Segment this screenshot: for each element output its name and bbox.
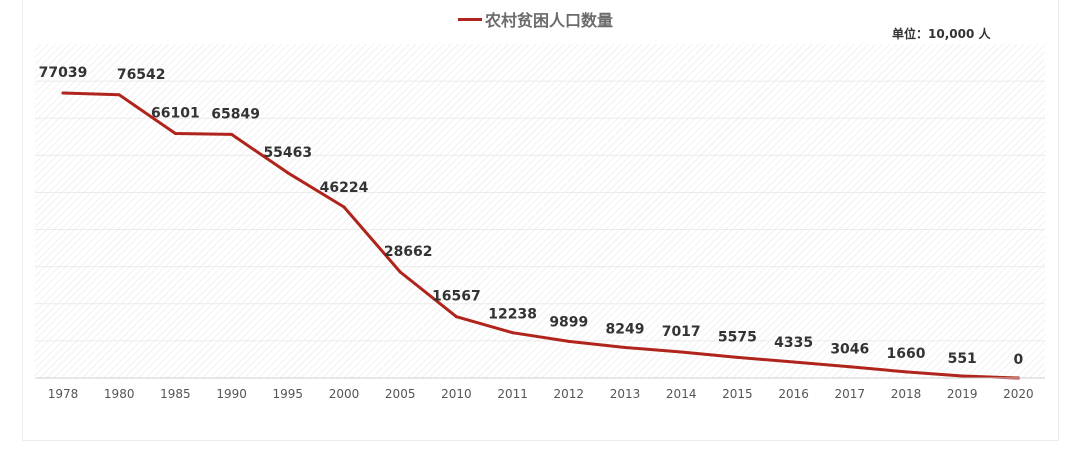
data-label: 55463 xyxy=(263,145,312,161)
data-point xyxy=(679,350,683,354)
data-point xyxy=(792,360,796,364)
x-tick-label: 2020 xyxy=(1003,387,1034,401)
data-label: 1660 xyxy=(887,346,926,362)
data-point xyxy=(61,91,65,95)
data-label: 16567 xyxy=(432,289,481,305)
data-label: 77039 xyxy=(39,65,88,81)
x-tick-label: 1995 xyxy=(273,387,304,401)
data-label: 0 xyxy=(1014,352,1024,368)
data-point xyxy=(960,374,964,378)
x-tick-label: 1980 xyxy=(104,387,135,401)
series-line xyxy=(61,91,1020,380)
data-label: 66101 xyxy=(151,105,200,121)
data-label: 9899 xyxy=(549,314,588,330)
x-tick-label: 1985 xyxy=(160,387,191,401)
x-tick-label: 1978 xyxy=(48,387,79,401)
x-tick-label: 2012 xyxy=(554,387,585,401)
legend-swatch xyxy=(458,17,482,21)
data-point xyxy=(230,132,234,136)
gridlines xyxy=(35,80,1045,342)
x-tick-label: 2016 xyxy=(778,387,809,401)
x-axis: 1978 1980 1985 1990 1995 2000 2005 2010 2011 2012… xyxy=(35,377,1045,401)
data-label: 28662 xyxy=(384,244,433,260)
data-point xyxy=(735,355,739,359)
x-tick-label: 2011 xyxy=(497,387,528,401)
series-line-group xyxy=(61,91,1020,380)
data-label: 65849 xyxy=(211,106,260,122)
data-label: 5575 xyxy=(718,329,757,345)
data-point xyxy=(848,365,852,369)
data-point xyxy=(567,339,571,343)
x-tick-label: 2017 xyxy=(835,387,866,401)
data-label: 4335 xyxy=(774,335,813,351)
data-point xyxy=(342,205,346,209)
x-tick-label: 2010 xyxy=(441,387,472,401)
data-point xyxy=(454,315,458,319)
data-label-group: 77039 76542 66101 65849 55463 46224 28662 16567… xyxy=(39,65,1024,368)
data-label: 3046 xyxy=(830,342,869,358)
legend-label: 农村贫困人口数量 xyxy=(485,11,614,30)
x-tick-label: 2005 xyxy=(385,387,416,401)
data-label: 46224 xyxy=(320,180,369,196)
data-point xyxy=(173,131,177,135)
data-point xyxy=(117,93,121,97)
x-tick-label: 1990 xyxy=(216,387,247,401)
x-tick-label: 2015 xyxy=(722,387,753,401)
data-label: 8249 xyxy=(606,321,645,337)
data-point xyxy=(286,171,290,175)
data-point xyxy=(511,331,515,335)
x-tick-label: 2014 xyxy=(666,387,697,401)
data-point xyxy=(623,345,627,349)
x-tick-label: 2019 xyxy=(947,387,978,401)
data-label: 12238 xyxy=(488,307,537,323)
plot-background xyxy=(35,44,1045,378)
data-label: 76542 xyxy=(117,67,166,83)
chart-legend: 农村贫困人口数量 xyxy=(458,8,613,30)
data-point xyxy=(398,270,402,274)
unit-label: 单位：10,000 人 xyxy=(892,27,991,41)
x-tick-label: 2018 xyxy=(891,387,922,401)
data-label: 551 xyxy=(948,351,977,367)
data-label: 7017 xyxy=(662,324,701,340)
x-tick-label: 2013 xyxy=(610,387,641,401)
data-point xyxy=(904,370,908,374)
x-tick-label: 2000 xyxy=(329,387,360,401)
